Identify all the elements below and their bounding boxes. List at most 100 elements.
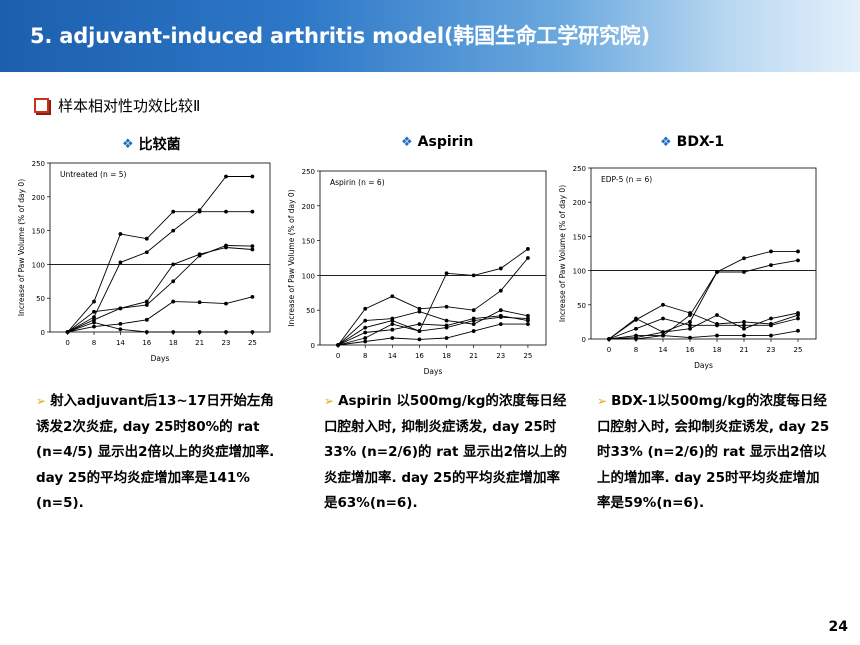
subtitle-row: 样本相对性功效比较Ⅱ bbox=[34, 95, 200, 116]
diamond-icon: ❖ bbox=[660, 134, 672, 150]
description-1: ➢ 射入adjuvant后13~17日开始左角诱发2次炎症, day 25时80%… bbox=[36, 389, 281, 517]
series-line bbox=[337, 315, 528, 346]
y-tick-label: 150 bbox=[573, 233, 586, 241]
x-tick-label: 21 bbox=[740, 346, 749, 354]
data-point bbox=[796, 249, 800, 254]
data-point bbox=[742, 323, 746, 328]
y-tick-label: 50 bbox=[577, 302, 586, 310]
arrow-icon: ➢ bbox=[597, 394, 608, 408]
series-line bbox=[338, 323, 528, 346]
y-tick-label: 250 bbox=[573, 165, 586, 173]
series-line bbox=[608, 250, 798, 340]
data-point bbox=[144, 299, 149, 304]
x-tick-label: 0 bbox=[336, 352, 340, 360]
y-axis-label: Increase of Paw Volume (% of day 0) bbox=[17, 179, 26, 316]
chart-bdx1: 0 50 100 150 200 250 0 8 14 16 18 21 23 25 Days Increas… bbox=[558, 165, 817, 370]
data-point bbox=[742, 320, 746, 324]
data-point bbox=[498, 313, 503, 318]
y-axis-label: Increase of Paw Volume (% of day 0) bbox=[558, 185, 567, 322]
data-point bbox=[471, 308, 476, 313]
arrow-icon: ➢ bbox=[324, 394, 335, 408]
data-point bbox=[363, 325, 368, 330]
x-tick-label: 0 bbox=[607, 346, 611, 354]
data-point bbox=[526, 322, 530, 327]
x-tick-label: 25 bbox=[248, 339, 257, 347]
x-tick-label: 16 bbox=[686, 346, 695, 354]
data-point bbox=[171, 228, 176, 233]
data-point bbox=[796, 258, 800, 263]
x-tick-label: 21 bbox=[469, 352, 478, 360]
data-point bbox=[471, 273, 476, 278]
data-point bbox=[498, 288, 503, 293]
data-point bbox=[715, 323, 719, 328]
data-point bbox=[65, 330, 70, 334]
chart-heading-text: Aspirin bbox=[417, 134, 474, 150]
data-point bbox=[92, 324, 96, 329]
x-tick-label: 16 bbox=[415, 352, 424, 360]
data-point bbox=[471, 316, 476, 321]
y-tick-label: 0 bbox=[311, 342, 315, 350]
data-point bbox=[417, 337, 422, 342]
data-point bbox=[444, 323, 449, 328]
data-point bbox=[92, 315, 96, 320]
slide-title: 5. adjuvant-induced arthritis model(韩国生命… bbox=[30, 24, 650, 48]
series-line bbox=[609, 330, 799, 340]
y-tick-label: 0 bbox=[582, 336, 586, 344]
data-point bbox=[471, 329, 476, 333]
series-line bbox=[67, 247, 253, 333]
x-tick-label: 23 bbox=[496, 352, 505, 360]
x-tick-label: 14 bbox=[388, 352, 397, 360]
diamond-icon: ❖ bbox=[122, 136, 134, 152]
data-point bbox=[769, 316, 773, 321]
chart-heading-1: ❖ 比较菌 bbox=[122, 134, 181, 154]
y-tick-label: 200 bbox=[573, 199, 586, 207]
data-point bbox=[363, 336, 368, 340]
series-line bbox=[608, 312, 799, 340]
x-tick-label: 18 bbox=[169, 339, 178, 347]
y-tick-label: 100 bbox=[302, 272, 315, 280]
y-axis-label: Increase of Paw Volume (% of day 0) bbox=[287, 189, 296, 326]
y-tick-label: 0 bbox=[41, 329, 45, 337]
data-point bbox=[250, 244, 255, 249]
data-point bbox=[498, 308, 503, 313]
x-tick-label: 0 bbox=[65, 339, 69, 347]
x-tick-label: 23 bbox=[767, 346, 776, 354]
checkbox-icon bbox=[34, 98, 49, 113]
x-tick-label: 21 bbox=[195, 339, 204, 347]
data-point bbox=[634, 326, 638, 331]
description-text: BDX-1以500mg/kg的浓度每日经口腔射入时, 会抑制炎症诱发, day … bbox=[597, 393, 830, 511]
series-line bbox=[337, 248, 529, 346]
data-point bbox=[471, 322, 476, 327]
data-point bbox=[688, 335, 692, 340]
x-tick-label: 16 bbox=[142, 339, 151, 347]
arrow-icon: ➢ bbox=[36, 394, 47, 408]
data-point bbox=[250, 174, 255, 179]
x-tick-label: 18 bbox=[713, 346, 722, 354]
data-point bbox=[92, 309, 96, 314]
x-axis-label: Days bbox=[424, 367, 443, 376]
x-tick-label: 23 bbox=[222, 339, 231, 347]
data-point bbox=[390, 294, 395, 299]
legend-text: Aspirin (n = 6) bbox=[330, 178, 385, 187]
data-point bbox=[742, 270, 746, 274]
data-point bbox=[250, 294, 255, 299]
description-3: ➢ BDX-1以500mg/kg的浓度每日经口腔射入时, 会抑制炎症诱发, day… bbox=[597, 389, 832, 517]
data-point bbox=[144, 250, 149, 255]
data-point bbox=[688, 323, 692, 328]
data-point bbox=[171, 279, 176, 284]
data-point bbox=[118, 327, 123, 332]
legend-text: Untreated (n = 5) bbox=[60, 170, 127, 179]
y-tick-label: 150 bbox=[32, 228, 45, 236]
diamond-icon: ❖ bbox=[401, 134, 413, 150]
data-point bbox=[417, 329, 422, 333]
data-point bbox=[688, 311, 692, 315]
data-point bbox=[526, 256, 530, 260]
chart-heading-text: BDX-1 bbox=[676, 134, 725, 150]
data-point bbox=[118, 321, 123, 326]
series-line bbox=[67, 176, 253, 333]
data-point bbox=[390, 336, 395, 340]
data-point bbox=[417, 322, 422, 327]
data-point bbox=[742, 326, 746, 331]
data-point bbox=[796, 316, 800, 321]
series-line bbox=[337, 309, 528, 346]
